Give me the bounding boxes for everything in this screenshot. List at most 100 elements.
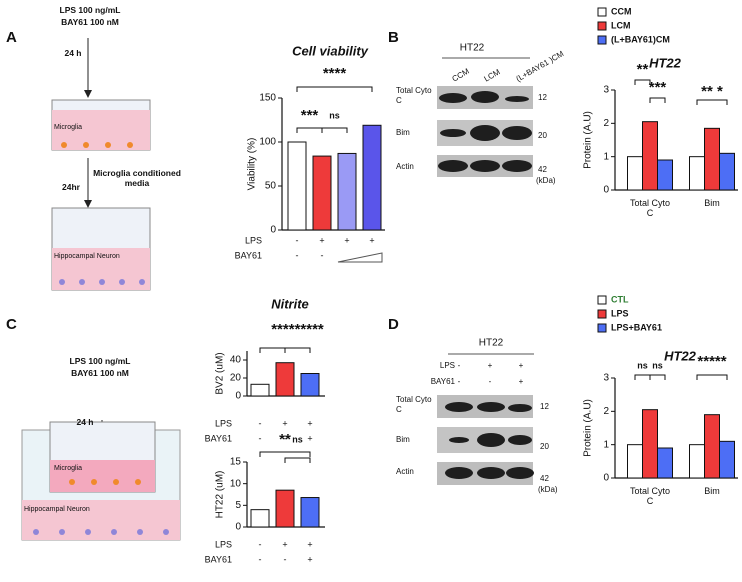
bar (275, 362, 295, 397)
bar (689, 444, 705, 479)
x-row-value: - (259, 539, 262, 549)
condition-value: - (457, 377, 461, 386)
legend-swatch (597, 35, 607, 45)
legend-label: (L+BAY61)CM (611, 34, 670, 44)
bar (627, 444, 643, 479)
y-tick-label: 0 (270, 225, 276, 236)
y-tick-label: 0 (235, 391, 241, 402)
condition-value: + (487, 361, 493, 370)
insert-text: Microglia (54, 465, 83, 472)
legend-label: LCM (611, 20, 631, 30)
y-tick-label: 150 (259, 93, 276, 104)
y-tick-label: 0 (603, 185, 609, 196)
panel-label: A (6, 29, 17, 46)
treatment-text: BAY61 100 nM (71, 368, 129, 378)
x-row-value: - (296, 250, 299, 260)
microglia-cells (61, 142, 133, 148)
transfer-text: Microglia conditioned media (93, 168, 181, 188)
blot-d: HT22 (437, 338, 534, 485)
x-row-value: - (284, 554, 287, 564)
well-text: Hippocampal Neuron (54, 253, 120, 260)
y-axis-label: BV2 (uM) (215, 352, 226, 394)
row-label: Bim (396, 128, 410, 137)
condition-value: - (457, 361, 461, 370)
unit-label: (kDa) (538, 485, 558, 494)
bar (287, 141, 307, 231)
legend-swatch (597, 21, 607, 31)
y-tick-label: 1 (603, 439, 609, 450)
time-text: 24 h (76, 417, 94, 427)
significance-bracket (284, 347, 311, 353)
chart-title: HT22 (664, 348, 697, 363)
bar (642, 121, 658, 191)
significance-bracket (696, 99, 728, 105)
size-label: 20 (538, 131, 547, 140)
significance-bracket (284, 457, 311, 463)
treatment-text: BAY61 100 nM (61, 17, 119, 27)
y-tick-label: 10 (230, 478, 242, 489)
bar (657, 159, 673, 191)
x-row-value: - (296, 235, 299, 245)
y-tick-label: 0 (235, 522, 241, 533)
y-axis-label: Protein (A.U) (583, 399, 594, 457)
y-tick-label: 1 (603, 151, 609, 162)
significance-label: ns (652, 360, 663, 370)
unit-label: (kDa) (536, 176, 556, 185)
category-label: Bim (704, 198, 720, 208)
bar (337, 152, 357, 231)
x-row-value: - (259, 433, 262, 443)
bar (300, 373, 320, 397)
significance-label: ** * (701, 83, 723, 100)
x-row-value: + (307, 539, 312, 549)
x-row-label: LPS (215, 418, 232, 428)
x-row-value: + (282, 539, 287, 549)
diagram-c (21, 420, 181, 541)
y-axis-label: HT22 (uM) (215, 471, 226, 519)
panel-label: C (6, 316, 17, 333)
significance-label: ** (637, 61, 649, 78)
x-row-label: BAY61 (235, 250, 262, 260)
size-label: 42 (540, 474, 549, 483)
bar (719, 152, 735, 191)
legend-swatch (597, 323, 607, 333)
legend-label: CTL (611, 294, 629, 304)
row-label: Actin (396, 467, 414, 476)
y-tick-label: 3 (603, 373, 609, 384)
y-tick-label: 2 (603, 406, 609, 417)
legend-swatch (597, 7, 607, 17)
blot-cell: HT22 (479, 338, 504, 349)
y-tick-label: 100 (259, 137, 276, 148)
condition-value: - (488, 377, 492, 386)
row-label: Bim (396, 435, 410, 444)
bands (445, 402, 534, 479)
bar (275, 489, 295, 528)
size-label: 20 (540, 442, 549, 451)
x-row-value: + (344, 235, 349, 245)
legend-label: LPS (611, 308, 629, 318)
bar (250, 383, 270, 397)
x-row-value: - (259, 554, 262, 564)
size-label: 12 (540, 402, 549, 411)
y-tick-label: 2 (603, 118, 609, 129)
x-row-value: + (319, 235, 324, 245)
insert-medium (50, 460, 155, 492)
neurons (33, 529, 169, 535)
x-row-value: - (259, 418, 262, 428)
x-row-label: LPS (215, 539, 232, 549)
neurons (59, 279, 145, 285)
condition-value: + (518, 361, 524, 370)
x-row-value: + (369, 235, 374, 245)
lane-label: CCM (451, 66, 472, 83)
row-label: Actin (396, 162, 414, 171)
significance-bracket (634, 374, 651, 380)
bar (689, 156, 705, 191)
bar (657, 447, 673, 479)
y-tick-label: 0 (603, 473, 609, 484)
significance-label: *** (649, 79, 667, 96)
y-axis-label: Viability (%) (247, 138, 258, 191)
bar (719, 440, 735, 479)
bar (362, 124, 382, 231)
significance-bracket (649, 374, 666, 380)
significance-bracket (259, 451, 311, 457)
legend-swatch (597, 295, 607, 305)
